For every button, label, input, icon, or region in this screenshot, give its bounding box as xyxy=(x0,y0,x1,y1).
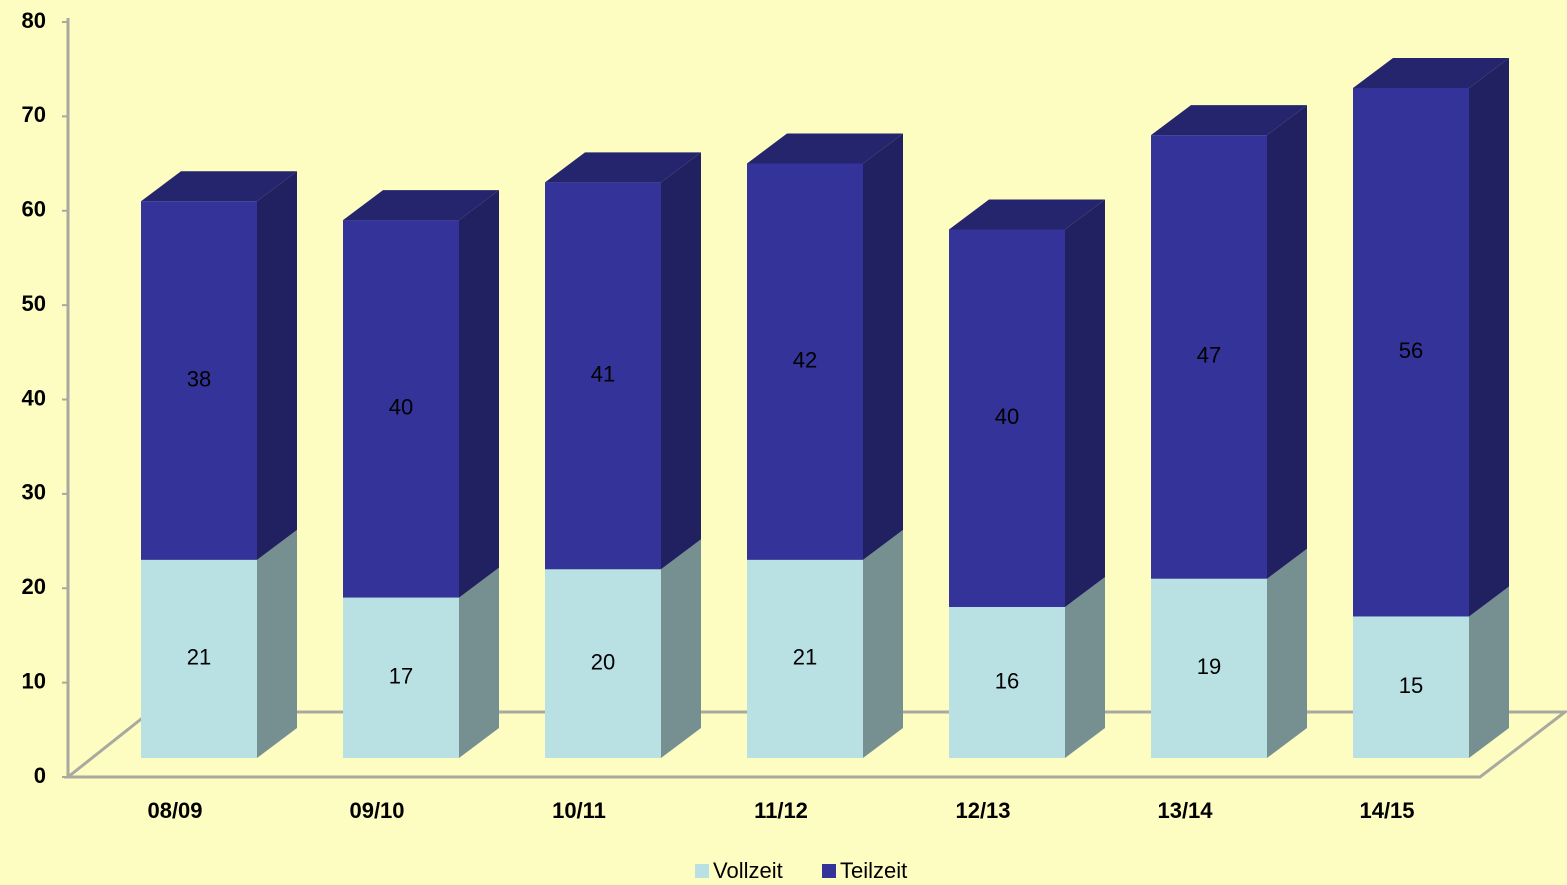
data-label: 47 xyxy=(1197,343,1221,368)
y-tick-label: 60 xyxy=(22,197,46,222)
data-label: 20 xyxy=(591,649,615,674)
bar xyxy=(949,229,1065,607)
bar-side xyxy=(661,539,701,758)
bar-top xyxy=(747,133,903,164)
bar-top xyxy=(141,171,297,202)
x-tick-label: 08/09 xyxy=(147,798,202,823)
y-tick-label: 30 xyxy=(22,480,46,505)
bar xyxy=(141,201,257,560)
bar-side xyxy=(257,171,297,560)
y-tick-label: 70 xyxy=(22,102,46,127)
bar-side xyxy=(1065,199,1105,607)
x-tick-label: 09/10 xyxy=(349,798,404,823)
data-label: 19 xyxy=(1197,654,1221,679)
y-tick-label: 0 xyxy=(34,763,46,788)
y-tick-label: 40 xyxy=(22,385,46,410)
bar xyxy=(343,597,459,758)
data-label: 21 xyxy=(187,645,211,670)
data-label: 41 xyxy=(591,362,615,387)
bar xyxy=(1353,616,1469,758)
bar-side xyxy=(1469,586,1509,758)
bar-top xyxy=(1151,105,1307,136)
legend-swatch xyxy=(822,864,836,878)
bar-side xyxy=(1469,57,1509,617)
bar xyxy=(545,182,661,570)
legend-swatch xyxy=(695,864,709,878)
bar xyxy=(1353,87,1469,617)
data-label: 15 xyxy=(1399,673,1423,698)
data-label: 16 xyxy=(995,668,1019,693)
bar xyxy=(1151,135,1267,579)
bar-top xyxy=(343,190,499,221)
y-tick-label: 20 xyxy=(22,574,46,599)
bar-top xyxy=(545,152,701,183)
legend-label: Vollzeit xyxy=(713,858,783,883)
bar-side xyxy=(459,190,499,598)
bar xyxy=(747,559,863,758)
y-tick-label: 50 xyxy=(22,291,46,316)
x-tick-label: 10/11 xyxy=(552,798,606,823)
bar-side xyxy=(1267,105,1307,579)
data-label: 56 xyxy=(1399,338,1423,363)
bar xyxy=(545,569,661,758)
x-tick-label: 12/13 xyxy=(955,798,1010,823)
data-label: 17 xyxy=(389,664,413,689)
x-tick-label: 13/14 xyxy=(1157,798,1213,823)
bar xyxy=(343,220,459,598)
bar xyxy=(141,559,257,758)
data-label: 38 xyxy=(187,366,211,391)
data-label: 40 xyxy=(389,395,413,420)
bar-side xyxy=(1267,548,1307,758)
data-label: 42 xyxy=(793,347,817,372)
bar-side xyxy=(863,133,903,560)
floor xyxy=(63,710,1567,779)
legend-label: Teilzeit xyxy=(840,858,907,883)
bar-side xyxy=(661,152,701,570)
data-label: 40 xyxy=(995,404,1019,429)
y-tick-label: 80 xyxy=(22,8,46,33)
bar-top xyxy=(949,199,1105,230)
data-label: 21 xyxy=(793,645,817,670)
x-tick-label: 11/12 xyxy=(754,798,808,823)
bar-side xyxy=(1065,577,1105,758)
y-tick-label: 10 xyxy=(22,668,46,693)
bar-side xyxy=(257,529,297,758)
bar-side xyxy=(863,529,903,758)
bar-top xyxy=(1353,57,1509,88)
bar xyxy=(949,607,1065,758)
bar xyxy=(1151,578,1267,758)
bar xyxy=(747,163,863,560)
bar-side xyxy=(459,567,499,758)
x-tick-label: 14/15 xyxy=(1359,798,1414,823)
